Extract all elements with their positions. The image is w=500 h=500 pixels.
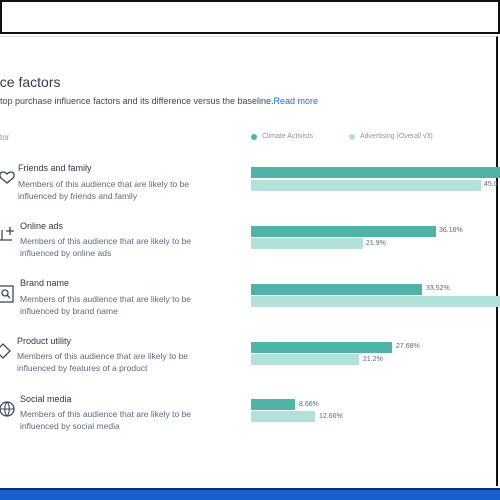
heart-hand-icon — [0, 171, 15, 184]
bar-label-product-utility-primary: 27.68% — [396, 343, 420, 350]
globe-icon — [0, 401, 15, 417]
bar-social-media-primary — [251, 399, 295, 410]
row-desc-product-utility: Members of this audience that are likely… — [17, 351, 189, 373]
panel-title: nce factors — [0, 74, 61, 90]
bar-friends-secondary — [251, 180, 481, 191]
bar-label-social-media-primary: 8.66% — [299, 401, 319, 408]
bar-brand-name-secondary — [251, 296, 500, 307]
bar-product-utility-secondary — [251, 354, 359, 365]
bar-label-product-utility-secondary: 21.2% — [363, 356, 383, 363]
bar-social-media-secondary — [251, 411, 315, 422]
read-more-link[interactable]: Read more — [273, 96, 319, 106]
legend-swatch-secondary — [349, 133, 355, 140]
row-desc-online-ads: Members of this audience that are likely… — [20, 236, 192, 258]
bar-online-ads-primary — [251, 226, 436, 237]
bar-product-utility-primary — [251, 342, 392, 353]
subtitle-text: top purchase influence factors and its d… — [0, 96, 274, 106]
bar-label-friends-secondary: 45.0 — [484, 181, 498, 188]
row-title-friends: Friends and family — [18, 163, 92, 173]
influence-factors-panel — [0, 36, 498, 486]
row-title-social-media: Social media — [20, 394, 72, 404]
row-desc-friends: Members of this audience that are likely… — [18, 179, 190, 201]
row-title-brand-name: Brand name — [20, 278, 70, 288]
bar-brand-name-primary — [251, 284, 422, 295]
legend-label-primary: Climate Activists — [262, 133, 313, 140]
brand-search-icon — [0, 285, 14, 303]
monitor-plus-icon — [0, 227, 14, 241]
bar-label-social-media-secondary: 12.66% — [319, 413, 343, 420]
bar-online-ads-secondary — [251, 238, 363, 249]
legend-item-primary: Climate Activists — [251, 133, 313, 140]
factor-column-header: tor — [0, 133, 10, 142]
bar-label-brand-name-primary: 33.52% — [426, 285, 450, 292]
diamond-icon — [0, 343, 11, 359]
legend-label-secondary: Advertising (Overall v3) — [360, 133, 433, 140]
row-desc-brand-name: Members of this audience that are likely… — [20, 294, 192, 316]
row-title-product-utility: Product utility — [17, 336, 72, 346]
panel-subtitle: top purchase influence factors and its d… — [0, 96, 318, 106]
bar-friends-primary — [251, 167, 500, 178]
bar-label-online-ads-primary: 36.16% — [439, 227, 463, 234]
window-top-bar — [0, 0, 500, 34]
row-desc-social-media: Members of this audience that are likely… — [20, 409, 192, 431]
legend-swatch-primary — [251, 133, 257, 140]
window-bottom-bar — [0, 488, 500, 500]
legend-item-secondary: Advertising (Overall v3) — [349, 133, 433, 140]
bar-label-online-ads-secondary: 21.9% — [366, 240, 386, 247]
row-title-online-ads: Online ads — [20, 221, 64, 231]
